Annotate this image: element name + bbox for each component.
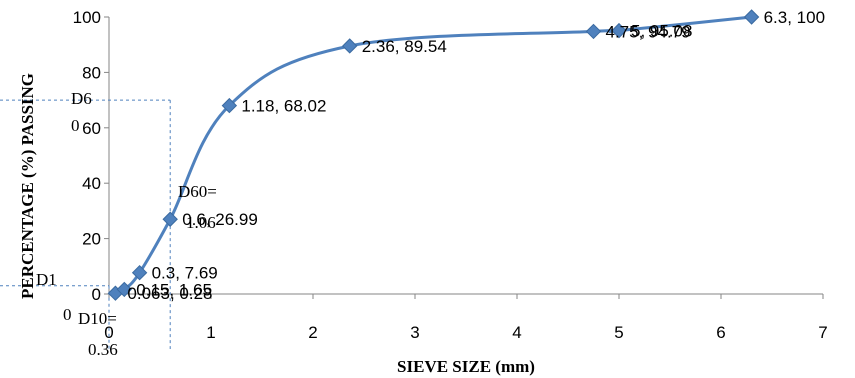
data-point-marker bbox=[221, 97, 238, 114]
data-label: 0.15, 1.65 bbox=[136, 280, 212, 299]
y-axis-title: PERCENTAGE (%) PASSING bbox=[18, 73, 37, 299]
d10-left-text: D1 bbox=[36, 270, 57, 289]
x-tick-label: 3 bbox=[410, 323, 419, 342]
d10-annotation-value: 0.36 bbox=[88, 340, 118, 359]
y-tick-label: 60 bbox=[82, 119, 101, 138]
data-label: 0.063, 0.28 bbox=[127, 284, 212, 303]
x-tick-label: 7 bbox=[818, 323, 827, 342]
data-label: 0.3, 7.69 bbox=[152, 264, 218, 283]
data-label: 5, 95.08 bbox=[631, 22, 692, 41]
x-tick-label: 5 bbox=[614, 323, 623, 342]
data-point-marker bbox=[116, 281, 133, 298]
data-label: 6.3, 100 bbox=[764, 8, 825, 27]
y-tick-label: 40 bbox=[82, 174, 101, 193]
x-axis-title: SIEVE SIZE (mm) bbox=[397, 357, 535, 376]
data-point-marker bbox=[743, 9, 760, 25]
data-points bbox=[107, 9, 760, 301]
d10-annotation-text: D10= bbox=[78, 309, 117, 328]
data-label: 1.18, 68.02 bbox=[241, 97, 326, 116]
x-tick-label: 1 bbox=[206, 323, 215, 342]
d60-annotation-text: D60= bbox=[178, 182, 217, 201]
d60-left-text: D6 bbox=[71, 89, 92, 108]
data-label: 0.6, 26.99 bbox=[182, 210, 258, 229]
data-point-marker bbox=[342, 38, 358, 54]
data-point-marker bbox=[131, 264, 148, 281]
data-labels: 0.063, 0.280.15, 1.650.3, 7.69 0.6, 26.99… bbox=[127, 8, 825, 303]
x-tick-label: 4 bbox=[512, 323, 521, 342]
x-tick-label: 0 bbox=[104, 323, 113, 342]
axes: 0 20 40 60 80 100 0 1 2 3 4 5 6 7 bbox=[73, 8, 828, 342]
d10-left-value: 0 bbox=[63, 305, 72, 324]
y-tick-label: 20 bbox=[82, 230, 101, 249]
series-curve bbox=[114, 15, 752, 295]
y-tick-label: 80 bbox=[82, 63, 101, 82]
y-tick-label: 0 bbox=[92, 285, 101, 304]
x-tick-label: 2 bbox=[308, 323, 317, 342]
data-label: 4.75, 94.79 bbox=[606, 22, 691, 41]
data-point-marker bbox=[585, 23, 602, 40]
data-label: 2.36, 89.54 bbox=[362, 37, 447, 56]
x-tick-label: 6 bbox=[716, 323, 725, 342]
d60-left-value: 0 bbox=[71, 116, 80, 135]
data-point-marker bbox=[162, 211, 178, 227]
guide-lines bbox=[0, 99, 171, 349]
data-point-marker bbox=[611, 22, 627, 39]
d60-annotation-value: 1.06 bbox=[186, 213, 216, 232]
series-line bbox=[114, 15, 752, 295]
y-tick-label: 100 bbox=[73, 8, 101, 27]
